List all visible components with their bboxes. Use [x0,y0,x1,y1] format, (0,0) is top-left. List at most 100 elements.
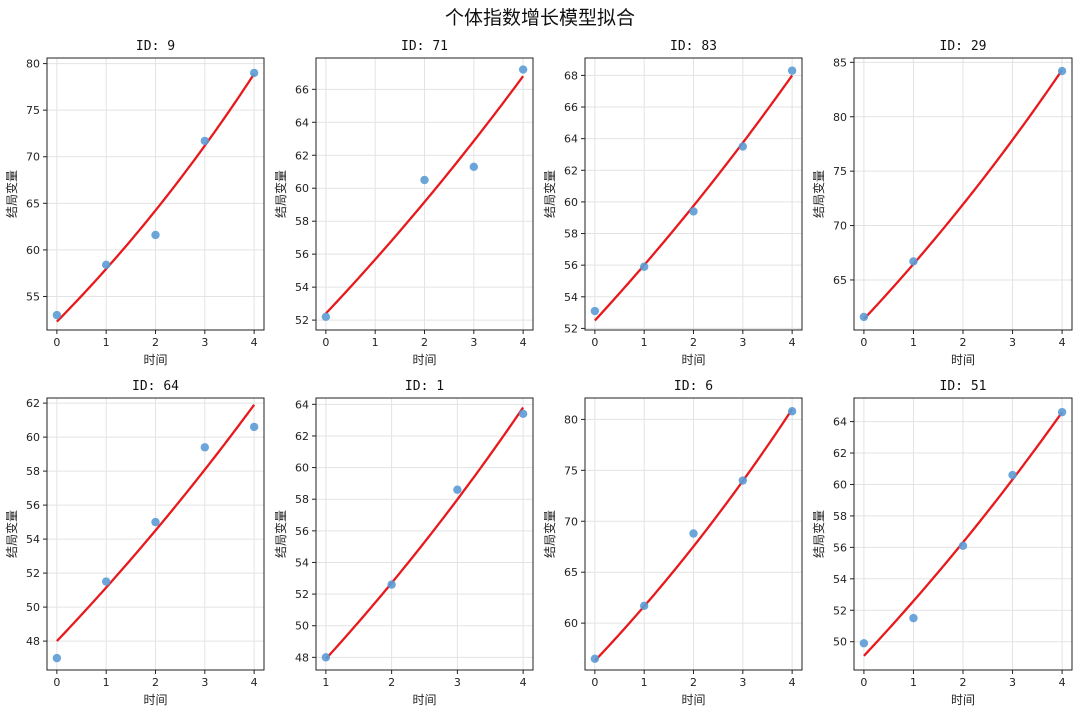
y-tick-label: 65 [833,274,847,287]
x-tick-label: 1 [372,336,379,349]
y-tick-label: 58 [295,493,309,506]
figure-title: 个体指数增长模型拟合 [445,7,635,29]
fit-curve [594,408,794,662]
y-axis-label: 结局变量 [811,510,826,558]
data-point [249,422,259,432]
x-axis-label: 时间 [681,353,705,367]
subplot-8: 0 1 2 3 4 50 52 54 56 58 60 62 64 ID: 51 时间 结局变量 [811,379,1073,707]
y-tick-label: 56 [564,259,578,272]
x-tick-label: 4 [520,676,527,689]
data-point [321,653,331,662]
y-tick-label: 60 [26,244,40,257]
data-point [1057,407,1067,417]
x-axis-label: 时间 [412,693,436,707]
data-point [909,257,918,266]
data-point [151,230,160,240]
x-tick-label: 2 [960,676,967,689]
data-point [859,639,869,648]
data-point [859,312,869,322]
y-tick-label: 75 [26,104,40,117]
y-axis-label: 结局变量 [811,170,826,218]
data-point [200,136,210,146]
y-tick-label: 56 [295,525,309,538]
y-tick-label: 75 [564,464,578,477]
subplot-title: ID: 71 [401,39,448,54]
fit-curve [594,74,794,322]
fit-curve [56,73,256,323]
x-tick-label: 0 [322,336,329,349]
x-axis-label: 时间 [951,693,975,707]
data-point [52,653,62,663]
data-point [787,66,797,75]
y-tick-label: 70 [564,515,578,528]
x-axis-label: 时间 [143,353,167,367]
fit-curve [863,69,1064,320]
y-axis-label: 结局变量 [273,170,288,218]
y-tick-label: 56 [295,248,309,261]
x-tick-label: 2 [690,336,697,349]
y-tick-label: 56 [833,541,847,554]
y-tick-label: 52 [564,322,578,335]
data-point [469,162,479,171]
y-tick-label: 62 [295,149,309,162]
x-tick-label: 3 [739,676,746,689]
x-tick-label: 4 [1059,676,1066,689]
data-point [101,577,111,586]
x-tick-label: 2 [152,336,159,349]
y-tick-label: 52 [295,314,309,327]
y-tick-label: 48 [26,635,40,648]
y-tick-label: 65 [564,566,578,579]
x-tick-label: 3 [1009,336,1016,349]
subplot-3: 0 1 2 3 4 52 54 56 58 60 62 64 66 68 ID: 83 时间 结局变量 [542,39,803,367]
y-tick-label: 52 [295,588,309,601]
x-axis-label: 时间 [951,353,975,367]
x-tick-label: 3 [201,336,208,349]
data-point [738,476,748,485]
data-point [200,443,210,452]
subplot-7: 0 1 2 3 4 60 65 70 75 80 ID: 6 时间 结局变量 [542,379,803,707]
data-point [909,613,918,623]
y-tick-label: 80 [833,111,847,124]
y-tick-label: 58 [564,228,578,241]
y-tick-label: 62 [833,447,847,460]
subplot-title: ID: 29 [940,39,987,54]
data-point [387,580,396,589]
x-axis-label: 时间 [681,693,705,707]
subplot-title: ID: 9 [136,39,175,54]
data-point [101,260,111,269]
y-tick-label: 80 [26,58,40,71]
subplot-1: 0 1 2 3 4 55 60 65 70 75 80 ID: 9 时间 结局变量 [4,39,265,367]
x-tick-label: 2 [690,676,697,689]
subplot-6: 1 2 3 4 48 50 52 54 56 58 60 62 64 ID: 1 时间 结局变量 [273,379,534,707]
data-point [321,312,331,322]
data-point [249,68,259,78]
data-point [52,310,62,320]
fit-curve [325,75,525,315]
y-tick-label: 50 [295,620,309,633]
x-axis-label: 时间 [412,353,436,367]
data-point [787,407,797,416]
subplot-5: 0 1 2 3 4 48 50 52 54 56 58 60 62 ID: 64 时间 结局变量 [4,379,265,707]
x-axis-label: 时间 [143,693,167,707]
y-tick-label: 64 [833,416,847,429]
y-tick-label: 54 [564,291,578,304]
plot-frame [315,397,534,671]
data-point [590,306,600,316]
data-point [958,541,968,550]
x-tick-label: 3 [739,336,746,349]
y-tick-label: 62 [295,430,309,443]
x-tick-label: 3 [454,676,461,689]
data-point [689,207,698,216]
x-tick-label: 2 [152,676,159,689]
y-tick-label: 50 [26,601,40,614]
y-tick-label: 75 [833,165,847,178]
data-point [518,409,528,419]
x-tick-label: 0 [591,336,598,349]
subplot-title: ID: 6 [674,379,713,394]
subplot-title: ID: 83 [670,39,717,54]
y-tick-label: 56 [26,499,40,512]
x-tick-label: 2 [960,336,967,349]
x-tick-label: 4 [251,336,258,349]
y-tick-label: 54 [833,573,847,586]
